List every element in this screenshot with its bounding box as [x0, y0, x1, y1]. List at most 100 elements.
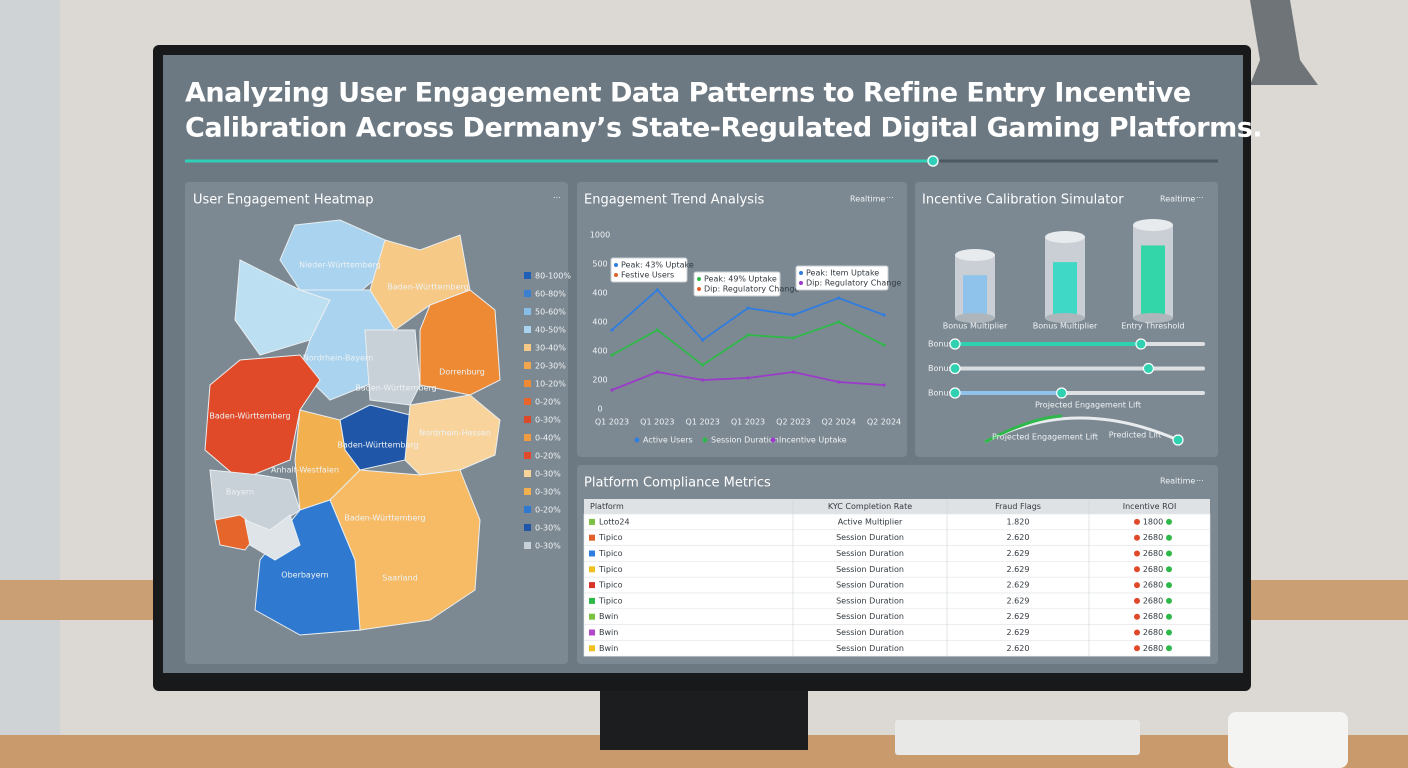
platform-swatch: [589, 534, 595, 541]
panel-menu[interactable]: ···: [1196, 194, 1204, 203]
legend-swatch: [524, 470, 531, 477]
monitor-stand: [600, 690, 808, 750]
cylinder-top: [1133, 219, 1173, 231]
legend-label: 30-40%: [535, 344, 566, 353]
panel-title: User Engagement Heatmap: [193, 193, 374, 208]
y-tick-label: 0: [597, 405, 602, 414]
map-region: [369, 234, 471, 331]
roi-dot: [1134, 566, 1140, 573]
annotation-text: Dip: Regulatory Change: [806, 279, 901, 288]
trend-point: [837, 380, 841, 384]
cylinder-fill: [1141, 245, 1165, 318]
slider-knob[interactable]: [949, 387, 961, 399]
slider-knob[interactable]: [1142, 362, 1155, 375]
panel-status: Realtime: [1160, 195, 1195, 204]
table-cell: Session Duration: [836, 644, 904, 653]
table-cell: 2.620: [1007, 533, 1030, 542]
legend-dot: [634, 437, 640, 443]
table-cell: Session Duration: [836, 549, 904, 558]
trend-point: [882, 313, 886, 317]
table-header-cell: Fraud Flags: [995, 502, 1041, 511]
legend-dot: [770, 437, 776, 443]
trend-point: [610, 353, 614, 357]
legend-swatch: [524, 506, 531, 513]
roi-dot: [1166, 534, 1172, 541]
trend-point: [746, 333, 750, 337]
panel-menu[interactable]: ···: [886, 194, 894, 203]
region-label: Baden-Württemberg: [344, 514, 425, 523]
legend-label: 0-20%: [535, 452, 561, 461]
slider-knob[interactable]: [1135, 338, 1147, 350]
table-header: [584, 499, 1210, 514]
region-label: Saarland: [382, 574, 417, 583]
legend-label: 0-30%: [535, 416, 561, 425]
table-cell: Bwin: [599, 644, 618, 653]
annotation-dot: [799, 281, 803, 285]
cylinder-label: Entry Threshold: [1121, 322, 1184, 331]
trend-point: [746, 376, 750, 380]
table-cell: Lotto24: [599, 517, 630, 526]
legend-label: 0-30%: [535, 470, 561, 479]
x-tick-label: Q1 2023: [731, 418, 765, 427]
trend-point: [655, 288, 659, 292]
table-header-cell: KYC Completion Rate: [828, 502, 912, 511]
panel-menu[interactable]: ···: [553, 194, 561, 203]
lift-knob: [1172, 434, 1184, 446]
legend-label: 0-20%: [535, 398, 561, 407]
legend-label: 60-80%: [535, 290, 566, 299]
annotation-dot: [697, 277, 701, 281]
table-row: [583, 640, 1211, 657]
table-header-cell: Incentive ROI: [1123, 502, 1177, 511]
map-region: [404, 394, 501, 476]
roi-dot: [1166, 629, 1172, 636]
annotation-box: [610, 257, 688, 283]
y-tick-label: 400: [592, 318, 607, 327]
region-label: Baden-Württemberg: [209, 412, 290, 421]
table-cell: 2680: [1143, 644, 1163, 653]
table-cell: 2.620: [1007, 644, 1030, 653]
slider-knob[interactable]: [949, 362, 961, 375]
table-cell: Session Duration: [836, 596, 904, 605]
trend-point: [837, 296, 841, 300]
y-tick-label: 500: [592, 260, 607, 269]
roi-dot: [1134, 550, 1140, 557]
lift-label: Predicted Lift: [1109, 431, 1162, 440]
x-tick-label: Q2 2024: [822, 418, 856, 427]
legend-label: 10-20%: [535, 380, 566, 389]
roi-dot: [1134, 534, 1140, 541]
slider-knob[interactable]: [1056, 387, 1068, 399]
trend-point: [610, 388, 614, 392]
trend-point: [746, 306, 750, 310]
window: [0, 0, 60, 768]
legend-label: Active Users: [643, 436, 693, 445]
panel-menu[interactable]: ···: [1196, 477, 1204, 486]
roi-dot: [1134, 582, 1140, 589]
legend-label: Session Duration: [711, 436, 779, 445]
table-cell: Session Duration: [836, 581, 904, 590]
platform-swatch: [589, 613, 595, 620]
region-label: Baden-Württemberg: [355, 384, 436, 393]
map-region: [419, 289, 501, 396]
legend-swatch: [524, 488, 531, 495]
legend-dot: [702, 437, 708, 443]
roi-dot: [1134, 518, 1140, 525]
cylinder-base: [955, 313, 995, 323]
trend-point: [882, 383, 886, 387]
platform-swatch: [589, 518, 595, 525]
table-cell: 1800: [1143, 517, 1163, 526]
legend-swatch: [524, 326, 531, 333]
x-tick-label: Q1 2023: [640, 418, 674, 427]
cylinder-fill: [963, 275, 987, 318]
trend-point: [882, 343, 886, 347]
slider-knob[interactable]: [949, 338, 961, 350]
annotation-text: Dip: Regulatory Change: [704, 285, 799, 294]
legend-swatch: [524, 308, 531, 315]
x-tick-label: Q2 2024: [867, 418, 901, 427]
trend-point: [701, 338, 705, 342]
table-cell: 2680: [1143, 612, 1163, 621]
legend-swatch: [524, 362, 531, 369]
trend-point: [655, 370, 659, 374]
table-cell: 2.629: [1007, 612, 1030, 621]
roi-dot: [1166, 566, 1172, 573]
